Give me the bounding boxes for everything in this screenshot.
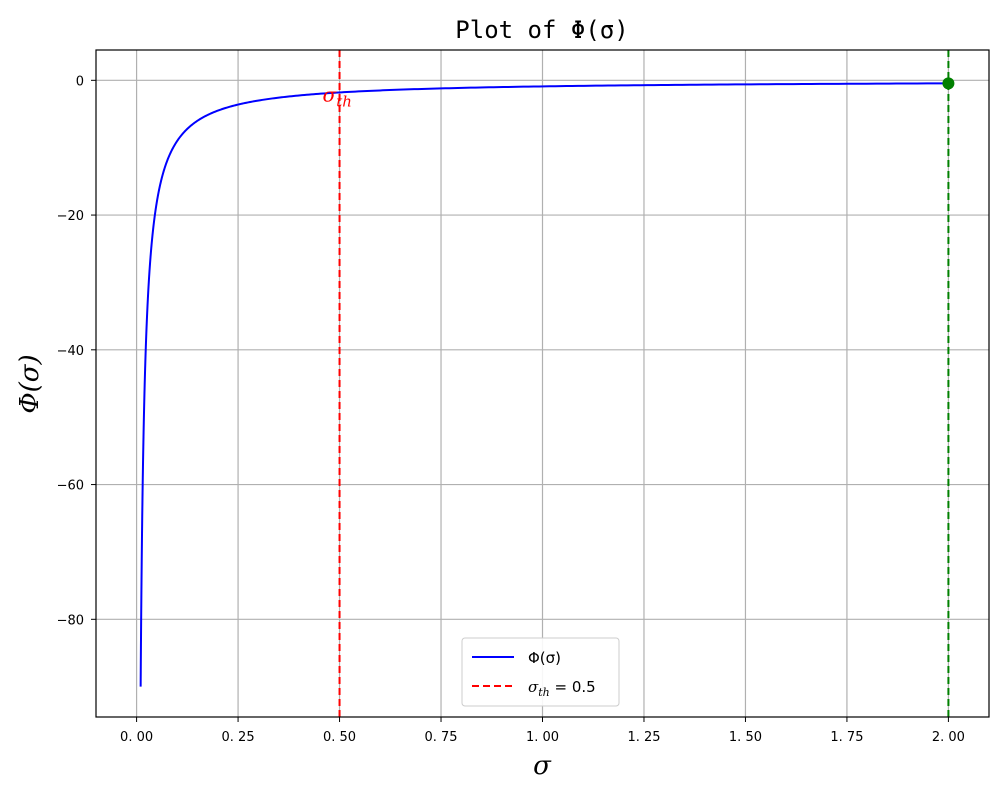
y-tick-label: −60 bbox=[57, 479, 84, 494]
legend-label-phi: Φ(σ) bbox=[528, 649, 561, 667]
x-axis-label: σ bbox=[533, 751, 552, 781]
threshold-annotation: σth bbox=[323, 82, 352, 110]
x-tick-label: 0. 50 bbox=[323, 730, 356, 745]
legend: Φ(σ) σth = 0.5 bbox=[461, 637, 620, 707]
legend-label-threshold: σth = 0.5 bbox=[528, 678, 596, 699]
legend-threshold-value: = 0.5 bbox=[550, 678, 596, 696]
x-tick-label: 0. 75 bbox=[424, 730, 457, 745]
x-tick-label: 1. 00 bbox=[526, 730, 559, 745]
threshold-annotation-sub: th bbox=[336, 92, 352, 110]
grid bbox=[96, 50, 989, 717]
series-line-phi bbox=[139, 82, 949, 687]
legend-threshold-main: σ bbox=[528, 678, 539, 696]
marker-point bbox=[942, 77, 955, 90]
plot-frame bbox=[95, 49, 990, 718]
y-axis-label: Φ(σ) bbox=[15, 354, 45, 413]
chart-title: Plot of Φ(σ) bbox=[455, 16, 628, 44]
x-tick-label: 0. 00 bbox=[120, 730, 153, 745]
y-tick-label: −80 bbox=[57, 613, 84, 628]
y-tick-label: −20 bbox=[57, 209, 84, 224]
y-tick-label: −40 bbox=[57, 344, 84, 359]
x-tick-label: 1. 50 bbox=[729, 730, 762, 745]
y-tick-label: 0 bbox=[76, 74, 84, 89]
legend-box bbox=[461, 637, 620, 707]
x-tick-label: 1. 75 bbox=[830, 730, 863, 745]
x-tick-label: 0. 25 bbox=[222, 730, 255, 745]
x-tick-label: 2. 00 bbox=[932, 730, 965, 745]
y-axis-ticks: 0 −20 −40 −60 −80 bbox=[57, 74, 96, 628]
x-tick-label: 1. 25 bbox=[627, 730, 660, 745]
x-axis-ticks: 0. 00 0. 25 0. 50 0. 75 1. 00 1. 25 1. 50 1. 75… bbox=[120, 717, 965, 745]
legend-threshold-sub: th bbox=[538, 686, 550, 699]
threshold-annotation-main: σ bbox=[323, 82, 338, 106]
